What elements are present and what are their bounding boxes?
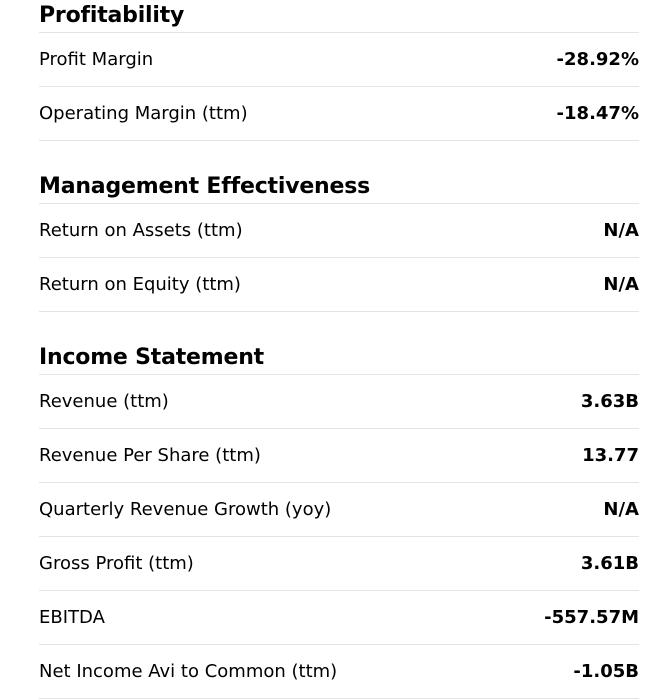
row-value: N/A — [603, 220, 639, 241]
section-title: Income Statement — [39, 342, 639, 375]
table-row: Return on Assets (ttm) N/A — [39, 204, 639, 258]
row-label: Quarterly Revenue Growth (yoy) — [39, 499, 332, 520]
row-value: -28.92% — [556, 49, 639, 70]
row-label: Operating Margin (ttm) — [39, 103, 248, 124]
section-title: Management Effectiveness — [39, 171, 639, 204]
table-row: Profit Margin -28.92% — [39, 33, 639, 87]
section-profitability: Profitability Profit Margin -28.92% Oper… — [39, 0, 639, 141]
table-row: EBITDA -557.57M — [39, 591, 639, 645]
row-value: -557.57M — [544, 607, 639, 628]
section-spacer — [39, 141, 639, 171]
row-label: Return on Assets (ttm) — [39, 220, 243, 241]
table-row: Quarterly Revenue Growth (yoy) N/A — [39, 483, 639, 537]
row-label: Revenue (ttm) — [39, 391, 169, 412]
table-row: Operating Margin (ttm) -18.47% — [39, 87, 639, 141]
row-value: 3.63B — [580, 391, 639, 412]
row-value: 13.77 — [582, 445, 639, 466]
stats-tables: Profitability Profit Margin -28.92% Oper… — [39, 0, 639, 699]
section-management-effectiveness: Management Effectiveness Return on Asset… — [39, 171, 639, 312]
row-value: N/A — [603, 274, 639, 295]
row-label: Gross Profit (ttm) — [39, 553, 194, 574]
row-label: Return on Equity (ttm) — [39, 274, 241, 295]
row-label: Revenue Per Share (ttm) — [39, 445, 261, 466]
row-label: EBITDA — [39, 607, 105, 628]
table-row: Revenue (ttm) 3.63B — [39, 375, 639, 429]
row-value: 3.61B — [580, 553, 639, 574]
row-value: -1.05B — [573, 661, 639, 682]
section-spacer — [39, 312, 639, 342]
table-row: Gross Profit (ttm) 3.61B — [39, 537, 639, 591]
row-value: -18.47% — [556, 103, 639, 124]
section-title: Profitability — [39, 0, 639, 33]
table-row: Revenue Per Share (ttm) 13.77 — [39, 429, 639, 483]
section-income-statement: Income Statement Revenue (ttm) 3.63B Rev… — [39, 342, 639, 699]
row-label: Net Income Avi to Common (ttm) — [39, 661, 338, 682]
table-row: Net Income Avi to Common (ttm) -1.05B — [39, 645, 639, 699]
table-row: Return on Equity (ttm) N/A — [39, 258, 639, 312]
row-value: N/A — [603, 499, 639, 520]
row-label: Profit Margin — [39, 49, 154, 70]
